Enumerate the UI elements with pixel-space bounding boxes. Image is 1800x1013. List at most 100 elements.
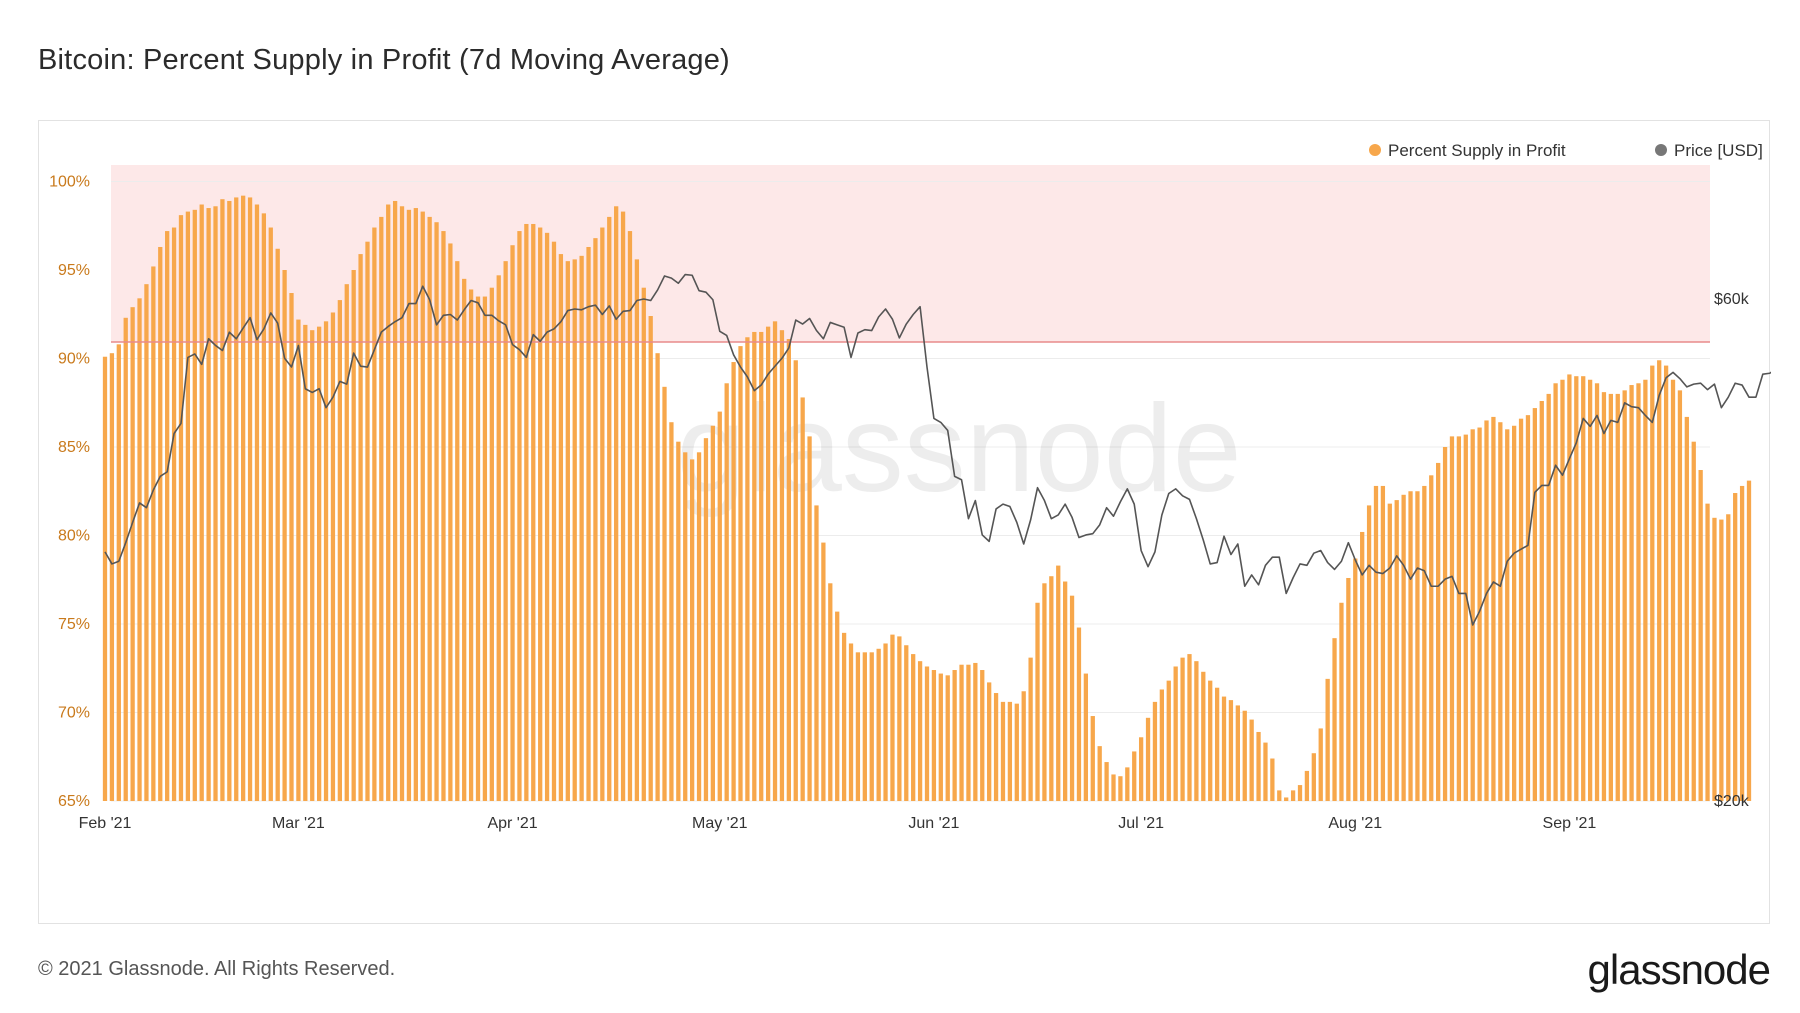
profit-bar: [1270, 758, 1275, 801]
profit-bar: [1429, 475, 1434, 801]
profit-bar: [1698, 470, 1703, 801]
profit-bar: [1049, 576, 1054, 801]
profit-bar: [696, 452, 702, 801]
x-axis-tick-label: Sep '21: [1543, 815, 1597, 832]
profit-bar: [1677, 390, 1683, 801]
profit-bar: [655, 353, 660, 801]
profit-bar: [510, 245, 515, 802]
profit-bar: [1353, 558, 1358, 801]
profit-bar: [1684, 416, 1689, 801]
profit-bar: [634, 259, 640, 801]
profit-bar: [1132, 751, 1137, 801]
profit-bar: [1304, 770, 1310, 801]
profit-bar: [1498, 422, 1503, 801]
profit-bar: [482, 296, 488, 801]
profit-bar: [717, 411, 722, 801]
profit-bar: [745, 337, 750, 801]
profit-bar: [130, 307, 135, 801]
profit-bar: [883, 643, 888, 801]
profit-bar: [213, 206, 218, 801]
profit-bar: [1180, 657, 1185, 801]
profit-bar: [1187, 654, 1192, 801]
profit-bar: [1201, 671, 1206, 801]
profit-bar: [199, 204, 204, 801]
profit-bar: [1553, 383, 1558, 801]
profit-bar: [1097, 746, 1102, 801]
profit-bar: [531, 223, 536, 802]
profit-bar: [365, 241, 370, 801]
profit-bar: [1546, 393, 1551, 801]
profit-bar: [344, 284, 349, 801]
profit-bar: [1532, 408, 1537, 801]
profit-bar: [206, 208, 211, 802]
profit-bar: [1574, 376, 1579, 801]
profit-bar: [1691, 441, 1696, 801]
legend-marker: [1369, 144, 1381, 156]
profit-bar: [924, 666, 930, 801]
profit-bar: [1408, 491, 1413, 801]
profit-bar: [1615, 393, 1620, 801]
profit-bar: [220, 199, 225, 801]
profit-bar: [247, 197, 253, 801]
profit-bar: [579, 255, 584, 802]
profit-bar: [303, 324, 308, 801]
profit-bar: [551, 241, 557, 801]
profit-bar: [1007, 701, 1013, 801]
left-axis: 65% 70% 75% 80% 85% 90% 95% 100%: [49, 174, 90, 811]
profit-bar: [116, 344, 121, 801]
profit-bar: [379, 216, 384, 801]
profit-bar: [1733, 493, 1738, 801]
profit-bar: [683, 452, 688, 801]
legend-marker: [1655, 144, 1667, 156]
profit-bar: [1235, 705, 1240, 801]
profit-bar: [1256, 731, 1261, 801]
profit-bar: [386, 204, 391, 801]
profit-bar: [973, 662, 978, 801]
left-axis-tick-label: 95%: [58, 262, 90, 279]
profit-bar: [669, 422, 674, 801]
profit-bar: [648, 316, 653, 801]
profit-bar: [275, 248, 280, 801]
profit-bar: [296, 319, 301, 801]
profit-bar: [1000, 701, 1006, 801]
profit-bar: [434, 222, 439, 802]
profit-bar: [1657, 360, 1662, 801]
profit-bar: [1021, 691, 1026, 801]
profit-bar: [1318, 728, 1323, 801]
profit-bar: [1360, 531, 1365, 801]
profit-bar: [959, 664, 964, 801]
profit-bar: [800, 397, 805, 801]
profit-bar: [1208, 680, 1213, 801]
profit-bar: [151, 266, 156, 801]
profit-bar: [1422, 485, 1427, 801]
profit-bar: [544, 232, 550, 801]
profit-bar: [1726, 514, 1731, 801]
profit-bar: [862, 652, 867, 801]
profit-bar: [1650, 365, 1655, 801]
profit-bar: [1518, 418, 1524, 801]
profit-bar: [1159, 689, 1164, 801]
profit-bar: [1525, 415, 1531, 801]
profit-bar: [1712, 517, 1717, 801]
profit-bar: [1284, 797, 1289, 801]
profit-bar: [1629, 385, 1634, 801]
left-axis-tick-label: 80%: [58, 528, 90, 545]
profit-bar: [1380, 485, 1386, 801]
profit-bar: [1366, 505, 1372, 801]
profit-bar: [524, 223, 529, 802]
profit-bar: [448, 243, 453, 801]
profit-bar: [468, 289, 474, 801]
profit-bar: [952, 670, 957, 801]
profit-bar: [1608, 393, 1613, 801]
profit-bar: [752, 331, 757, 801]
profit-bar: [1436, 462, 1441, 801]
profit-bar: [1470, 429, 1475, 801]
profit-bar: [1214, 687, 1220, 801]
profit-bar: [1325, 678, 1330, 801]
profit-bar: [1415, 491, 1420, 801]
profit-bar: [1560, 379, 1565, 801]
profit-bar: [890, 634, 895, 801]
profit-bar: [1076, 627, 1082, 801]
profit-bar: [731, 362, 736, 801]
profit-bar: [828, 583, 833, 801]
